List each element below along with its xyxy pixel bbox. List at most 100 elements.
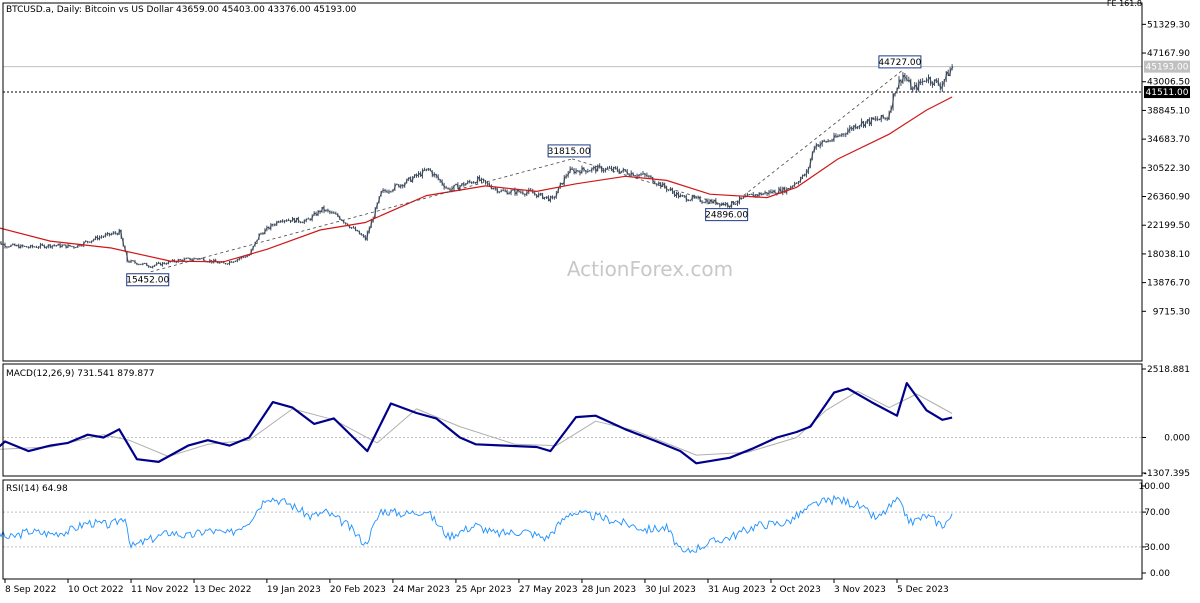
- candle-body: [695, 197, 696, 198]
- candle-body: [798, 182, 799, 183]
- candle-body: [924, 81, 925, 82]
- date-tick-label: 11 Nov 2022: [131, 585, 189, 595]
- candle-body: [300, 222, 301, 223]
- candle-body: [565, 176, 566, 177]
- rsi-panel-frame: [3, 480, 1142, 579]
- candle-body: [701, 202, 702, 203]
- candle-body: [609, 168, 610, 169]
- candle-body: [233, 262, 234, 263]
- candle-body: [191, 259, 192, 260]
- rsi-tick-label: 100.00: [1139, 482, 1171, 492]
- rsi-tick-label: 30.00: [1144, 543, 1170, 553]
- main-header: BTCUSD.a, Daily: Bitcoin vs US Dollar 43…: [6, 5, 357, 15]
- rsi-label: RSI(14) 64.98: [6, 484, 68, 494]
- candle-body: [487, 183, 488, 184]
- date-tick-label: 28 Jun 2023: [582, 585, 636, 595]
- watermark: ActionForex.com: [567, 257, 733, 281]
- candle-body: [231, 262, 232, 263]
- candle-body: [615, 167, 616, 168]
- rsi-line: [0, 496, 952, 553]
- candle-body: [142, 263, 143, 264]
- candle-body: [552, 196, 553, 197]
- candle-body: [235, 261, 236, 262]
- candle-body: [361, 234, 362, 235]
- date-tick-label: 3 Nov 2023: [834, 585, 886, 595]
- date-tick-label: 27 May 2023: [519, 585, 578, 595]
- candle-body: [388, 191, 389, 192]
- price-level-label: 45193.00: [1146, 63, 1189, 73]
- macd-label: MACD(12,26,9) 731.541 879.877: [6, 369, 155, 379]
- candle-body: [36, 247, 37, 248]
- trendline: [572, 159, 730, 207]
- candle-body: [128, 261, 129, 262]
- date-tick-label: 19 Jan 2023: [267, 585, 321, 595]
- candle-body: [792, 186, 793, 187]
- corner-label: FE 161.8: [1107, 0, 1142, 8]
- candle-body: [447, 188, 448, 189]
- date-tick-label: 10 Oct 2022: [68, 585, 124, 595]
- candle-body: [148, 266, 149, 267]
- candle-body: [150, 267, 151, 268]
- candle-body: [12, 244, 13, 245]
- candle-body: [735, 204, 736, 205]
- candle-body: [111, 234, 112, 235]
- candle-body: [831, 140, 832, 141]
- candle-body: [684, 196, 685, 197]
- candle-body: [603, 171, 604, 172]
- date-tick-label: 20 Feb 2023: [330, 585, 386, 595]
- candle-body: [272, 224, 273, 225]
- candle-body: [46, 247, 47, 248]
- candle-body: [469, 181, 470, 182]
- price-tick-label: 13876.70: [1147, 279, 1190, 289]
- candle-body: [85, 241, 86, 242]
- candle-body: [154, 265, 155, 266]
- candle-body: [593, 167, 594, 168]
- candle-body: [642, 173, 643, 174]
- price-tick-label: 51329.30: [1147, 20, 1190, 30]
- trendline: [730, 70, 903, 207]
- candle-body: [804, 175, 805, 176]
- candle-body: [524, 194, 525, 195]
- candle-body: [589, 171, 590, 172]
- date-tick-label: 24 Mar 2023: [393, 585, 450, 595]
- macd-tick-label: -1307.395: [1144, 469, 1190, 479]
- candle-body: [650, 176, 651, 177]
- candle-body: [132, 260, 133, 261]
- candle-body: [158, 263, 159, 264]
- candle-body: [473, 182, 474, 183]
- price-tick-label: 26360.90: [1147, 193, 1190, 203]
- candle-body: [577, 170, 578, 171]
- candle-body: [345, 223, 346, 224]
- candle-body: [185, 258, 186, 259]
- candle-body: [282, 221, 283, 222]
- price-tick-label: 38845.10: [1147, 106, 1190, 116]
- macd-tick-label: 2518.881: [1147, 365, 1190, 375]
- price-annotation-label: 15452.00: [126, 276, 169, 286]
- macd-panel: [0, 383, 1142, 463]
- moving-average-line: [0, 97, 952, 262]
- candle-body: [859, 126, 860, 127]
- candle-body: [284, 221, 285, 222]
- candle-body: [63, 245, 64, 246]
- candle-body: [571, 169, 572, 170]
- candle-body: [894, 93, 895, 94]
- price-annotation-label: 44727.00: [878, 58, 921, 68]
- price-tick-label: 22199.50: [1147, 221, 1190, 231]
- candle-body: [690, 200, 691, 201]
- candle-body: [87, 241, 88, 242]
- candle-body: [475, 182, 476, 183]
- candle-body: [288, 220, 289, 221]
- candle-body: [115, 233, 116, 234]
- date-tick-label: 25 Apr 2023: [456, 585, 512, 595]
- date-tick-label: 13 Dec 2022: [194, 585, 252, 595]
- date-tick-label: 31 Aug 2023: [708, 585, 766, 595]
- candle-body: [278, 221, 279, 222]
- macd-signal-line: [0, 391, 952, 456]
- macd-tick-label: 0.000: [1164, 433, 1190, 443]
- price-annotation-label: 31815.00: [548, 147, 591, 157]
- date-tick-label: 2 Oct 2023: [771, 585, 821, 595]
- candle-body: [363, 235, 364, 236]
